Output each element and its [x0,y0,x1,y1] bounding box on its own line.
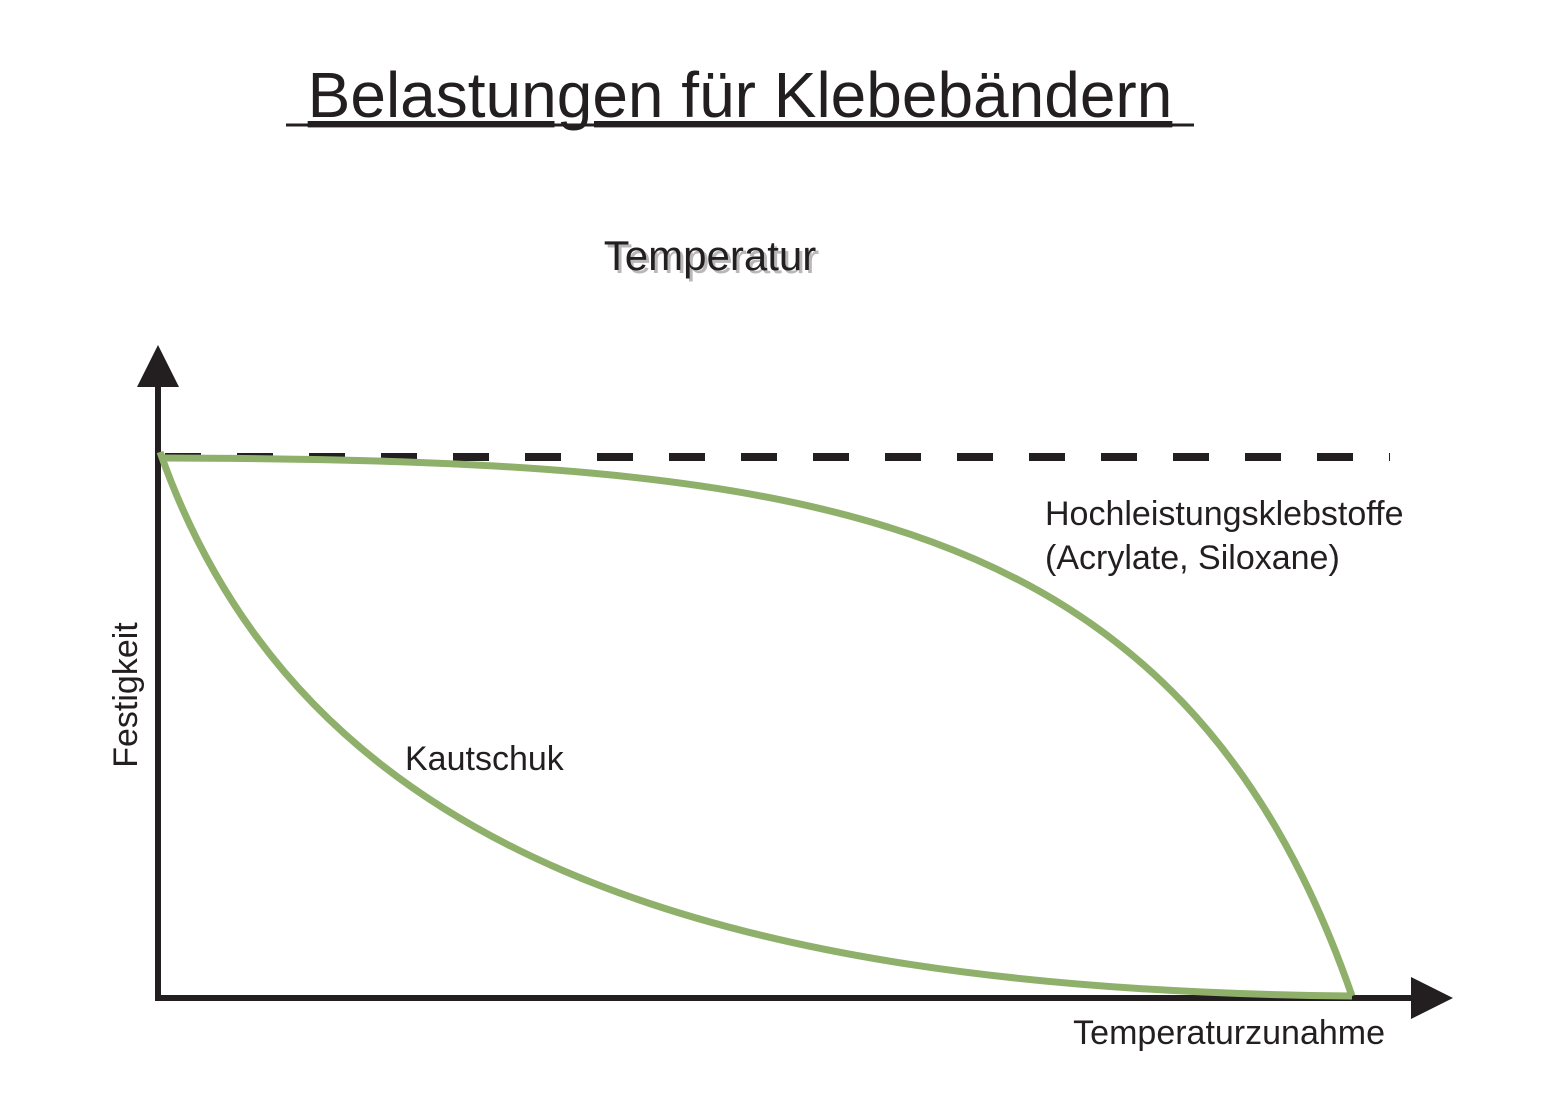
subtitle: Temperatur [604,232,816,279]
x-axis-label: Temperaturzunahme [1073,1014,1385,1052]
title: Belastungen für Klebebändern [308,59,1173,131]
curve-rubber [156,450,1353,1000]
curve-high-performance [159,454,1356,998]
curve-label: Kautschuk [405,740,565,778]
curve-label: (Acrylate, Siloxane) [1045,539,1340,577]
curve-label: Hochleistungsklebstoffe [1045,495,1403,533]
x-axis-arrow [1411,977,1453,1019]
subtitle-shadow: Temperatur [607,235,819,282]
y-axis-label: Festigkeit [107,622,145,768]
y-axis-arrow [137,345,179,387]
